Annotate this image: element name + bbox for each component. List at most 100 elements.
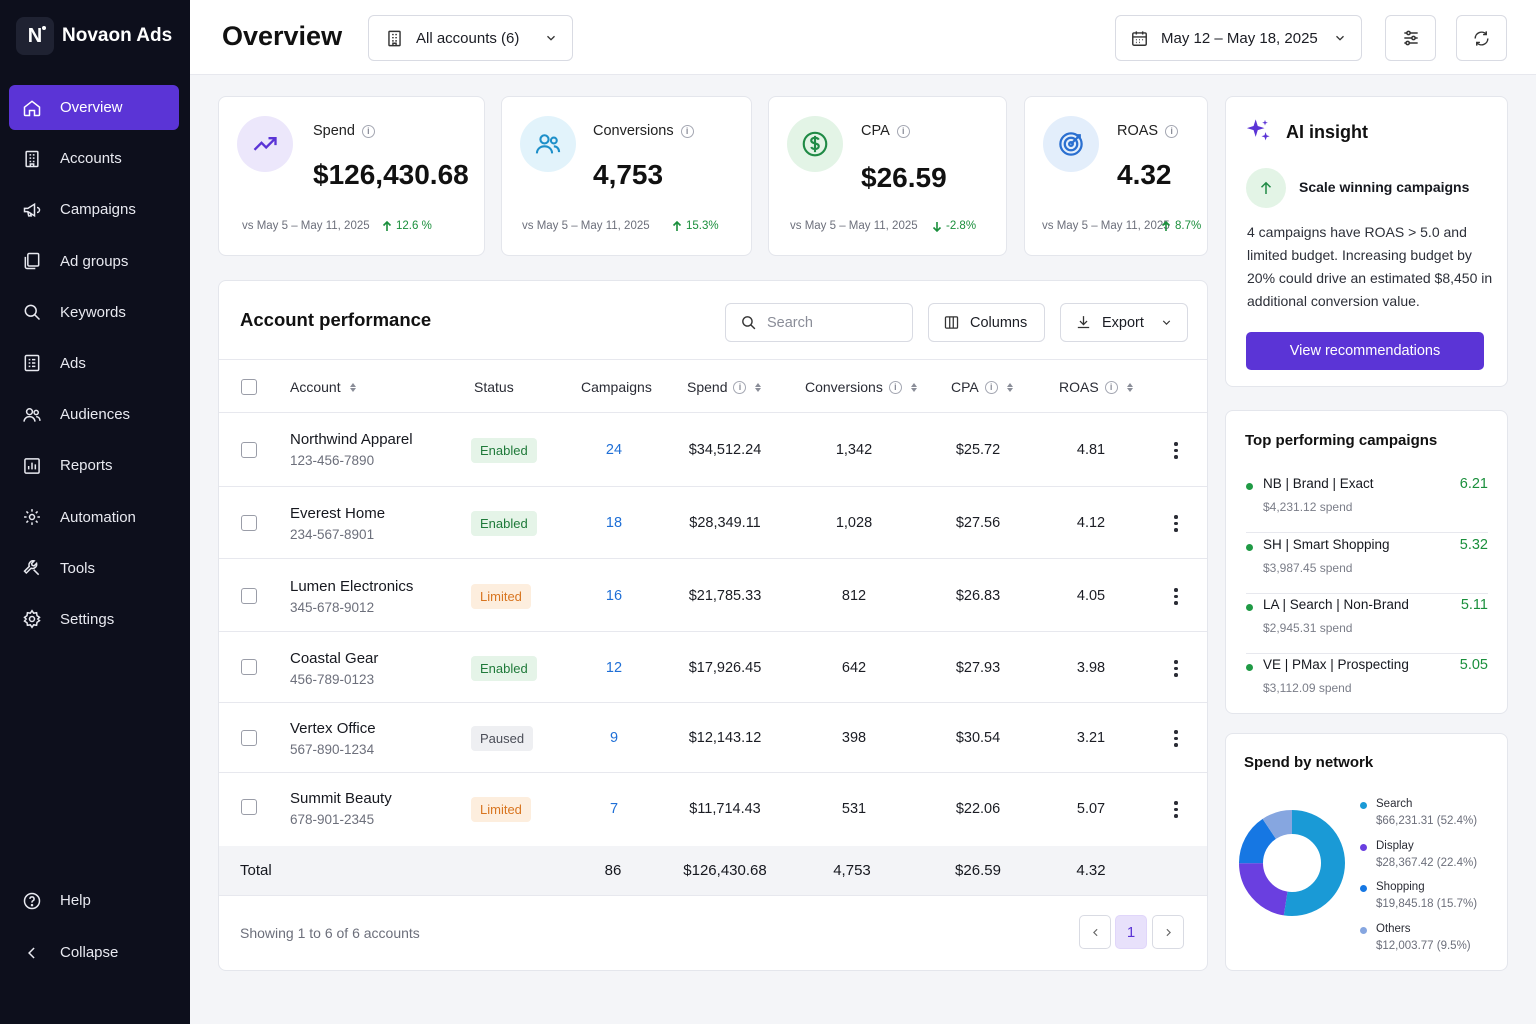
kpi-value: $26.59	[861, 162, 947, 193]
account-name[interactable]: Lumen Electronics	[290, 578, 414, 595]
chevron-down-icon	[1162, 320, 1171, 325]
sidebar-item-keywords[interactable]: Keywords	[9, 290, 179, 335]
sidebar-item-label: Tools	[60, 559, 96, 577]
account-name[interactable]: Summit Beauty	[290, 790, 392, 807]
campaigns-count[interactable]: 24	[605, 442, 623, 458]
date-range-picker[interactable]: May 12 – May 18, 2025	[1115, 15, 1362, 61]
automation-gear-icon	[24, 509, 40, 525]
columns-button[interactable]: Columns	[928, 303, 1045, 342]
account-name[interactable]: Coastal Gear	[290, 650, 379, 667]
row-checkbox[interactable]	[241, 588, 257, 604]
info-icon[interactable]: i	[896, 124, 910, 138]
account-name[interactable]: Everest Home	[290, 505, 386, 522]
legend-value: $28,367.42 (22.4%)	[1376, 856, 1478, 869]
table-row[interactable]: Lumen Electronics 345-678-9012 Limited 1…	[219, 559, 1207, 632]
collapse-button[interactable]: Collapse	[9, 930, 179, 975]
cpa-value: $30.54	[955, 730, 1001, 746]
campaigns-count[interactable]: 9	[609, 730, 619, 746]
sidebar-item-audiences[interactable]: Audiences	[9, 392, 179, 437]
donut-slice-shopping[interactable]	[1239, 810, 1345, 916]
sidebar-item-campaigns[interactable]: Campaigns	[9, 187, 179, 232]
select-all-checkbox[interactable]	[241, 379, 257, 395]
sidebar-item-ads[interactable]: Ads	[9, 341, 179, 386]
sidebar: N Novaon Ads Overview Accounts Campaigns…	[0, 0, 190, 1024]
sidebar-item-automation[interactable]: Automation	[9, 495, 179, 540]
refresh-button[interactable]	[1456, 15, 1507, 61]
ai-insight-body: 4 campaigns have ROAS > 5.0 and limited …	[1247, 224, 1493, 309]
row-checkbox[interactable]	[241, 442, 257, 458]
row-menu-icon[interactable]	[1173, 730, 1179, 747]
roas-value: 3.21	[1076, 730, 1106, 746]
sidebar-item-tools[interactable]: Tools	[9, 546, 179, 591]
info-icon[interactable]: i	[361, 124, 375, 138]
top-campaigns-card: Top performing campaigns NB | Brand | Ex…	[1225, 410, 1508, 714]
kpi-change: 12.6 %	[382, 220, 432, 232]
donut-slice-others[interactable]	[1239, 810, 1345, 916]
filter-button[interactable]	[1385, 15, 1436, 61]
row-checkbox[interactable]	[241, 730, 257, 746]
row-checkbox[interactable]	[241, 515, 257, 531]
sort-icon	[349, 382, 356, 392]
legend-value: $12,003.77 (9.5%)	[1376, 939, 1471, 952]
row-menu-icon[interactable]	[1173, 588, 1179, 605]
trend-up-icon	[237, 116, 293, 172]
row-checkbox[interactable]	[241, 659, 257, 675]
sidebar-item-settings[interactable]: Settings	[9, 597, 179, 642]
info-icon[interactable]: i	[680, 124, 694, 138]
column-header-campaigns[interactable]: Campaigns	[581, 379, 652, 395]
info-icon[interactable]: i	[888, 380, 902, 394]
campaign-roas: 5.11	[1460, 597, 1488, 613]
sidebar-item-accounts[interactable]: Accounts	[9, 136, 179, 181]
column-header-conversions[interactable]: Conversions i	[805, 379, 917, 395]
info-icon[interactable]: i	[1165, 124, 1179, 138]
table-row[interactable]: Vertex Office 567-890-1234 Paused 9 $12,…	[219, 703, 1207, 773]
total-label: Total	[240, 862, 272, 879]
table-row[interactable]: Summit Beauty 678-901-2345 Limited 7 $11…	[219, 773, 1207, 846]
column-header-account[interactable]: Account	[290, 379, 356, 395]
column-header-cpa[interactable]: CPA i	[951, 379, 1013, 395]
app-logo[interactable]: N Novaon Ads	[16, 17, 172, 55]
sidebar-item-reports[interactable]: Reports	[9, 443, 179, 488]
campaigns-count[interactable]: 7	[609, 801, 619, 817]
account-name[interactable]: Northwind Apparel	[290, 431, 413, 448]
campaign-list-item[interactable]: NB | Brand | Exact $4,231.12 spend 6.21	[1246, 473, 1488, 533]
total-spend: $126,430.68	[683, 862, 767, 879]
prev-page-button[interactable]	[1079, 915, 1111, 949]
row-menu-icon[interactable]	[1173, 660, 1179, 677]
table-row[interactable]: Everest Home 234-567-8901 Enabled 18 $28…	[219, 487, 1207, 559]
campaigns-count[interactable]: 16	[605, 588, 623, 604]
sidebar-item-adgroups[interactable]: Ad groups	[9, 239, 179, 284]
row-checkbox[interactable]	[241, 799, 257, 815]
campaign-name: LA | Search | Non-Brand	[1263, 597, 1409, 612]
campaigns-count[interactable]: 12	[605, 660, 623, 676]
account-selector[interactable]: All accounts (6)	[368, 15, 573, 61]
account-performance-card: Account performance Search Columns Expor…	[218, 280, 1208, 971]
search-input[interactable]: Search	[725, 303, 913, 342]
column-header-roas[interactable]: ROAS i	[1059, 379, 1133, 395]
campaigns-count[interactable]: 18	[605, 515, 623, 531]
ad-list-icon	[24, 355, 40, 372]
row-menu-icon[interactable]	[1173, 801, 1179, 818]
table-row[interactable]: Northwind Apparel 123-456-7890 Enabled 2…	[219, 413, 1207, 487]
row-menu-icon[interactable]	[1173, 515, 1179, 532]
row-menu-icon[interactable]	[1173, 442, 1179, 459]
next-page-button[interactable]	[1152, 915, 1184, 949]
spend-by-network-card: Spend by network Search $66,231.31 (52.4…	[1225, 733, 1508, 971]
column-header-status[interactable]: Status	[474, 379, 514, 395]
column-header-spend[interactable]: Spend i	[687, 379, 762, 395]
page-button-1[interactable]: 1	[1115, 915, 1147, 949]
view-recommendations-button[interactable]: View recommendations	[1246, 332, 1484, 370]
export-button[interactable]: Export	[1060, 303, 1188, 342]
help-button[interactable]: Help	[9, 878, 179, 923]
info-icon[interactable]: i	[733, 380, 747, 394]
sidebar-item-overview[interactable]: Overview	[9, 85, 179, 130]
campaign-list-item[interactable]: VE | PMax | Prospecting $3,112.09 spend …	[1246, 654, 1488, 714]
kpi-change: 15.3%	[672, 220, 719, 232]
campaign-list-item[interactable]: LA | Search | Non-Brand $2,945.31 spend …	[1246, 594, 1488, 654]
legend-label: Shopping	[1376, 881, 1425, 893]
info-icon[interactable]: i	[1104, 380, 1118, 394]
account-name[interactable]: Vertex Office	[290, 720, 376, 737]
campaign-list-item[interactable]: SH | Smart Shopping $3,987.45 spend 5.32	[1246, 534, 1488, 594]
info-icon[interactable]: i	[984, 380, 998, 394]
table-row[interactable]: Coastal Gear 456-789-0123 Enabled 12 $17…	[219, 632, 1207, 703]
